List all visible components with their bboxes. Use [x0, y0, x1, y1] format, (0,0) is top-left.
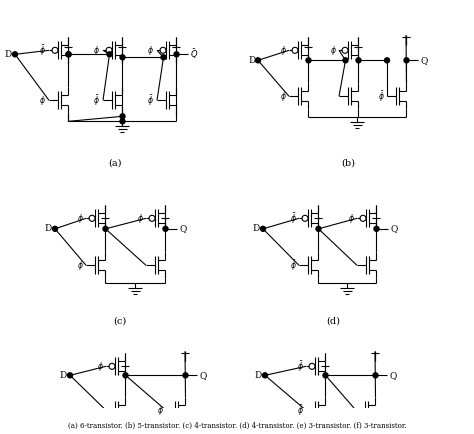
- Circle shape: [120, 55, 125, 60]
- Circle shape: [404, 58, 409, 63]
- Text: $\bar{\phi}$: $\bar{\phi}$: [146, 93, 154, 108]
- Circle shape: [316, 226, 321, 231]
- Text: Q: Q: [180, 224, 187, 233]
- Text: Q: Q: [200, 371, 207, 380]
- Text: Q: Q: [421, 56, 428, 65]
- Circle shape: [183, 373, 188, 378]
- Text: Q: Q: [390, 371, 397, 380]
- Circle shape: [120, 119, 125, 124]
- Text: $\bar{\phi}$: $\bar{\phi}$: [378, 89, 384, 104]
- Text: D: D: [252, 224, 260, 233]
- Circle shape: [263, 373, 267, 378]
- Text: D: D: [45, 224, 52, 233]
- Text: $\bar{\phi}$: $\bar{\phi}$: [38, 43, 46, 58]
- Circle shape: [373, 373, 378, 378]
- Text: $\phi$: $\phi$: [97, 360, 103, 373]
- Text: (a) 6-transistor. (b) 5-transistor. (c) 4-transistor. (d) 4-transistor. (e) 3-tr: (a) 6-transistor. (b) 5-transistor. (c) …: [68, 422, 406, 430]
- Text: $\phi$: $\phi$: [92, 44, 100, 57]
- Text: $\phi$: $\phi$: [329, 44, 337, 57]
- Text: $\phi$: $\phi$: [77, 212, 83, 225]
- Text: D: D: [255, 371, 262, 380]
- Circle shape: [107, 52, 112, 57]
- Text: D: D: [4, 50, 12, 59]
- Text: (b): (b): [341, 159, 355, 168]
- Text: $\bar{\phi}$: $\bar{\phi}$: [92, 93, 100, 108]
- Text: $\bar{\phi}$: $\bar{\phi}$: [290, 211, 296, 226]
- Text: $\bar{\phi}$: $\bar{\phi}$: [297, 403, 303, 418]
- Circle shape: [161, 55, 166, 60]
- Text: $\phi$: $\phi$: [280, 90, 286, 103]
- Circle shape: [66, 52, 71, 57]
- Circle shape: [123, 373, 128, 378]
- Text: $\phi$: $\phi$: [146, 44, 154, 57]
- Text: $\phi$: $\phi$: [156, 404, 164, 417]
- Text: (a): (a): [108, 159, 122, 168]
- Text: D: D: [248, 56, 255, 65]
- Circle shape: [323, 373, 328, 378]
- Text: $\phi$: $\phi$: [77, 259, 83, 272]
- Circle shape: [163, 226, 168, 231]
- Circle shape: [356, 58, 361, 63]
- Text: (c): (c): [113, 317, 127, 326]
- Circle shape: [67, 373, 73, 378]
- Text: D: D: [59, 371, 67, 380]
- Circle shape: [120, 114, 125, 119]
- Text: $\phi$: $\phi$: [280, 44, 286, 57]
- Text: $\phi$: $\phi$: [38, 94, 46, 107]
- Text: $\phi$: $\phi$: [137, 212, 144, 225]
- Circle shape: [306, 58, 311, 63]
- Circle shape: [261, 226, 265, 231]
- Circle shape: [103, 226, 108, 231]
- Circle shape: [174, 52, 179, 57]
- Text: $\bar{\phi}$: $\bar{\phi}$: [290, 258, 296, 273]
- Text: $\phi$: $\phi$: [347, 212, 355, 225]
- Circle shape: [255, 58, 261, 63]
- Circle shape: [384, 58, 390, 63]
- Circle shape: [53, 226, 57, 231]
- Text: Q: Q: [391, 224, 398, 233]
- Circle shape: [374, 226, 379, 231]
- Text: $\bar{\phi}$: $\bar{\phi}$: [297, 359, 303, 374]
- Circle shape: [66, 52, 71, 57]
- Text: (d): (d): [326, 317, 340, 326]
- Circle shape: [12, 52, 18, 57]
- Text: $\bar{Q}$: $\bar{Q}$: [191, 47, 199, 61]
- Circle shape: [343, 58, 348, 63]
